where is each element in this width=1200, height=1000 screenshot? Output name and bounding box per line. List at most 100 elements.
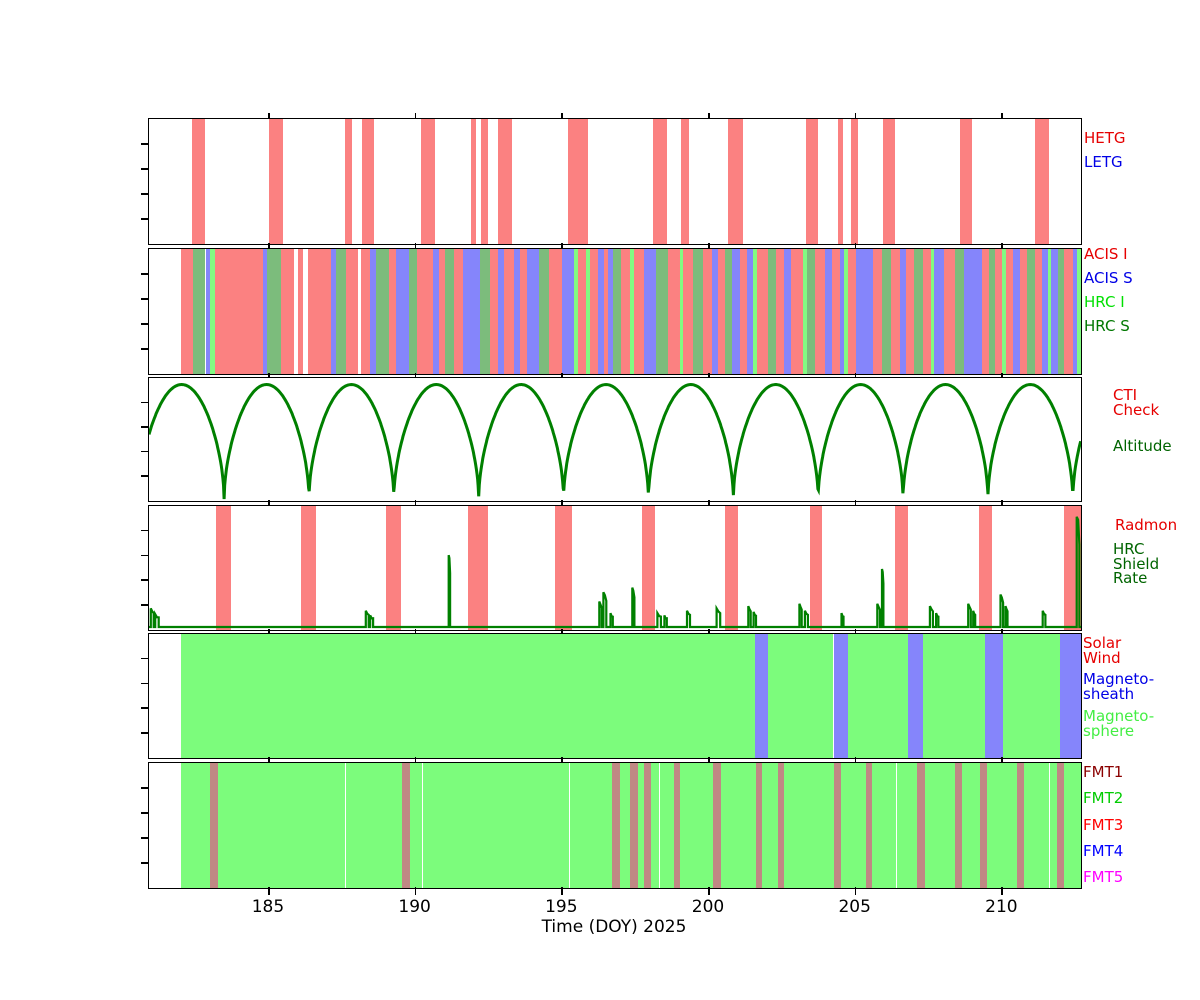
x-tick-mark: [1001, 629, 1003, 634]
x-tick-mark: [561, 887, 563, 895]
interval-segment-BR: [612, 763, 621, 888]
plotarea: [149, 249, 1081, 374]
y-tick-mark: [141, 787, 148, 789]
event-bar: [555, 506, 573, 630]
interval-segment-G: [659, 763, 674, 888]
event-bar: [268, 119, 284, 244]
interval-segment-S: [732, 249, 740, 374]
interval-segment-I: [280, 249, 295, 374]
legend-label-cti-check: CTI Check: [1113, 386, 1160, 419]
interval-segment-G: [1050, 763, 1057, 888]
interval-segment-S: [784, 249, 792, 374]
legend-label-solar-wind: Solar Wind: [1083, 634, 1122, 667]
x-tick-mark: [267, 629, 270, 634]
interval-segment-W: [358, 249, 361, 374]
event-bar: [809, 506, 822, 630]
interval-segment-S: [433, 249, 439, 374]
interval-segment-BR: [673, 763, 681, 888]
interval-segment-I: [345, 249, 359, 374]
legend-label-fmt2: FMT2: [1083, 789, 1124, 807]
interval-segment-B: [755, 634, 768, 758]
x-tick-mark: [561, 757, 563, 762]
interval-segment-HI: [843, 249, 848, 374]
interval-segment-I: [453, 249, 464, 374]
x-tick-mark: [854, 243, 857, 248]
panel-fmt: [148, 762, 1082, 889]
event-bar: [728, 119, 744, 244]
y-tick-mark: [141, 218, 148, 220]
interval-segment-HI: [629, 249, 634, 374]
x-tick-label: 205: [838, 897, 871, 917]
interval-segment-BR: [777, 763, 785, 888]
interval-segment-HS: [725, 249, 733, 374]
interval-segment-I: [667, 249, 680, 374]
event-bar: [979, 506, 993, 630]
y-tick-mark: [141, 837, 148, 839]
interval-segment-S: [899, 249, 907, 374]
interval-segment-G: [1002, 634, 1060, 758]
event-bar: [300, 506, 316, 630]
interval-segment-HI: [930, 249, 935, 374]
interval-segment-I: [981, 249, 990, 374]
interval-segment-HS: [989, 249, 996, 374]
interval-segment-G: [872, 763, 897, 888]
interval-segment-W: [344, 763, 346, 888]
event-bar: [385, 506, 401, 630]
x-tick-mark: [561, 373, 563, 378]
interval-segment-HI: [1077, 249, 1081, 374]
y-tick-mark: [141, 812, 148, 814]
interval-segment-HS: [192, 249, 206, 374]
interval-segment-G: [924, 763, 956, 888]
y-tick-mark: [141, 579, 148, 581]
x-tick-mark: [708, 757, 710, 762]
interval-segment-B: [1059, 634, 1081, 758]
legend-label-hrcs: HRC S: [1084, 317, 1130, 335]
interval-segment-W: [149, 249, 181, 374]
interval-segment-HS: [767, 249, 777, 374]
x-tick-mark: [708, 500, 710, 505]
legend-label-letg: LETG: [1084, 153, 1123, 171]
interval-segment-G: [1063, 763, 1081, 888]
interval-segment-HS: [1027, 249, 1035, 374]
interval-segment-I: [589, 249, 598, 374]
interval-segment-I: [995, 249, 1003, 374]
interval-segment-I: [943, 249, 956, 374]
interval-segment-W: [149, 634, 181, 758]
legend-label-aciss: ACIS S: [1084, 269, 1133, 287]
interval-segment-B: [984, 634, 1003, 758]
interval-segment-B: [907, 634, 923, 758]
interval-segment-HS: [955, 249, 965, 374]
event-bar: [837, 119, 843, 244]
interval-segment-HS: [408, 249, 417, 374]
interval-segment-G: [680, 763, 714, 888]
y-tick-mark: [141, 298, 148, 300]
y-tick-mark: [141, 273, 148, 275]
interval-segment-BR: [713, 763, 721, 888]
interval-segment-S: [527, 249, 539, 374]
interval-segment-W: [658, 763, 660, 888]
x-axis-label: Time (DOY) 2025: [541, 917, 687, 937]
event-bar: [344, 119, 352, 244]
interval-segment-W: [149, 763, 181, 888]
legend-label-magneto--sphere: Magneto-sphere: [1083, 707, 1155, 740]
x-tick-mark: [1001, 373, 1003, 378]
interval-segment-BR: [980, 763, 987, 888]
interval-segment-S: [262, 249, 268, 374]
interval-segment-I: [814, 249, 825, 374]
interval-segment-I: [389, 249, 396, 374]
event-bar: [850, 119, 858, 244]
x-tick-mark: [708, 629, 710, 634]
interval-segment-I: [297, 249, 303, 374]
interval-segment-I: [756, 249, 768, 374]
y-tick-mark: [141, 450, 148, 453]
y-tick-mark: [141, 732, 148, 734]
interval-segment-I: [906, 249, 915, 374]
interval-segment-G: [650, 763, 659, 888]
y-tick-mark: [141, 657, 148, 660]
event-bar: [470, 119, 477, 244]
x-tick-mark: [854, 757, 857, 762]
x-tick-label: 185: [251, 897, 285, 917]
interval-segment-S: [395, 249, 409, 374]
x-tick-mark: [1001, 113, 1003, 118]
x-tick-mark: [854, 500, 857, 505]
